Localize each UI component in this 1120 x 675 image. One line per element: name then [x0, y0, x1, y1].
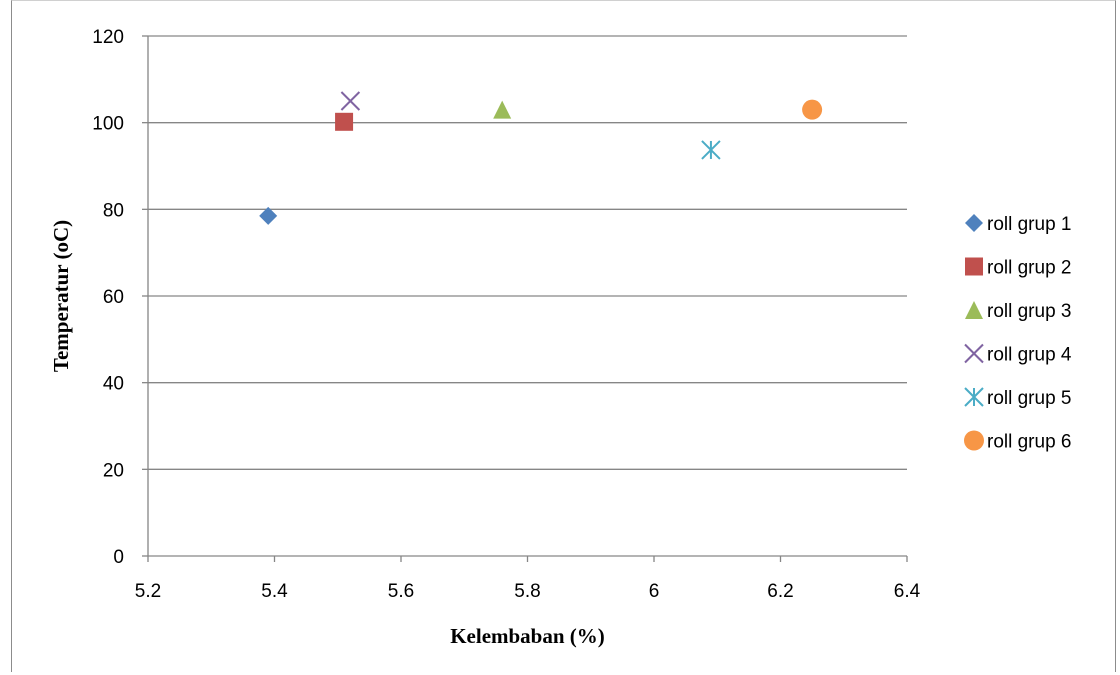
legend: roll grup 1 roll grup 2 roll grup 3 roll gr… — [964, 214, 1072, 453]
legend-marker — [965, 257, 983, 276]
square-marker — [965, 257, 983, 276]
x-tick-label: 5.6 — [388, 581, 414, 602]
circle-marker — [802, 99, 823, 120]
data-point-3 — [493, 100, 512, 119]
axis-layer — [142, 35, 908, 562]
x-tick-label: 5.2 — [135, 581, 161, 602]
diamond-marker — [965, 214, 983, 232]
data-point-4 — [340, 91, 361, 111]
diamond-marker — [259, 206, 278, 225]
y-tick-label: 120 — [92, 27, 124, 48]
legend-item-2: roll grup 2 — [965, 257, 1072, 279]
data-point-2 — [335, 112, 354, 131]
legend-item-4: roll grup 4 — [964, 343, 1072, 366]
square-marker — [335, 112, 354, 131]
legend-label: roll grup 5 — [987, 388, 1072, 409]
data-point-5 — [701, 140, 721, 160]
data-point-1 — [259, 206, 278, 225]
triangle-marker — [493, 100, 512, 119]
legend-marker — [965, 214, 983, 232]
legend-label: roll grup 4 — [987, 345, 1072, 366]
legend-label: roll grup 2 — [987, 258, 1072, 279]
legend-label: roll grup 6 — [987, 432, 1072, 453]
legend-marker — [965, 301, 983, 319]
legend-marker — [964, 387, 984, 407]
legend-marker — [964, 430, 984, 451]
legend-item-1: roll grup 1 — [965, 214, 1072, 235]
x-tick-label: 6.2 — [767, 581, 793, 602]
x-tick-label: 5.8 — [514, 581, 540, 602]
tick-labels: 0 20 40 60 80 100 120 5.2 5.4 5.6 5.8 6 6.2 6.4 — [92, 27, 920, 602]
y-tick-label: 0 — [113, 547, 124, 568]
legend-marker — [964, 343, 984, 364]
legend-label: roll grup 1 — [987, 214, 1072, 235]
x-tick-label: 6 — [649, 581, 660, 602]
y-tick-label: 40 — [103, 374, 124, 395]
y-tick-label: 20 — [103, 460, 124, 481]
circle-marker — [964, 430, 984, 451]
y-tick-label: 60 — [103, 287, 124, 308]
legend-item-6: roll grup 6 — [964, 430, 1072, 453]
legend-label: roll grup 3 — [987, 301, 1072, 322]
y-axis-title: Temperatur (oC) — [49, 220, 73, 372]
y-tick-label: 100 — [92, 114, 124, 135]
x-axis-title: Kelembaban (%) — [450, 624, 605, 648]
x-marker-stroke — [340, 91, 361, 111]
chart-frame — [11, 0, 1116, 672]
data-point-6 — [802, 99, 823, 120]
triangle-marker — [965, 301, 983, 319]
legend-item-3: roll grup 3 — [965, 301, 1072, 322]
y-tick-label: 80 — [103, 200, 124, 221]
data-points — [259, 91, 823, 225]
legend-item-5: roll grup 5 — [964, 387, 1072, 409]
grid-layer — [148, 35, 907, 470]
x-tick-label: 5.4 — [261, 581, 288, 602]
x-tick-label: 6.4 — [894, 581, 921, 602]
x-marker-stroke — [964, 343, 984, 364]
